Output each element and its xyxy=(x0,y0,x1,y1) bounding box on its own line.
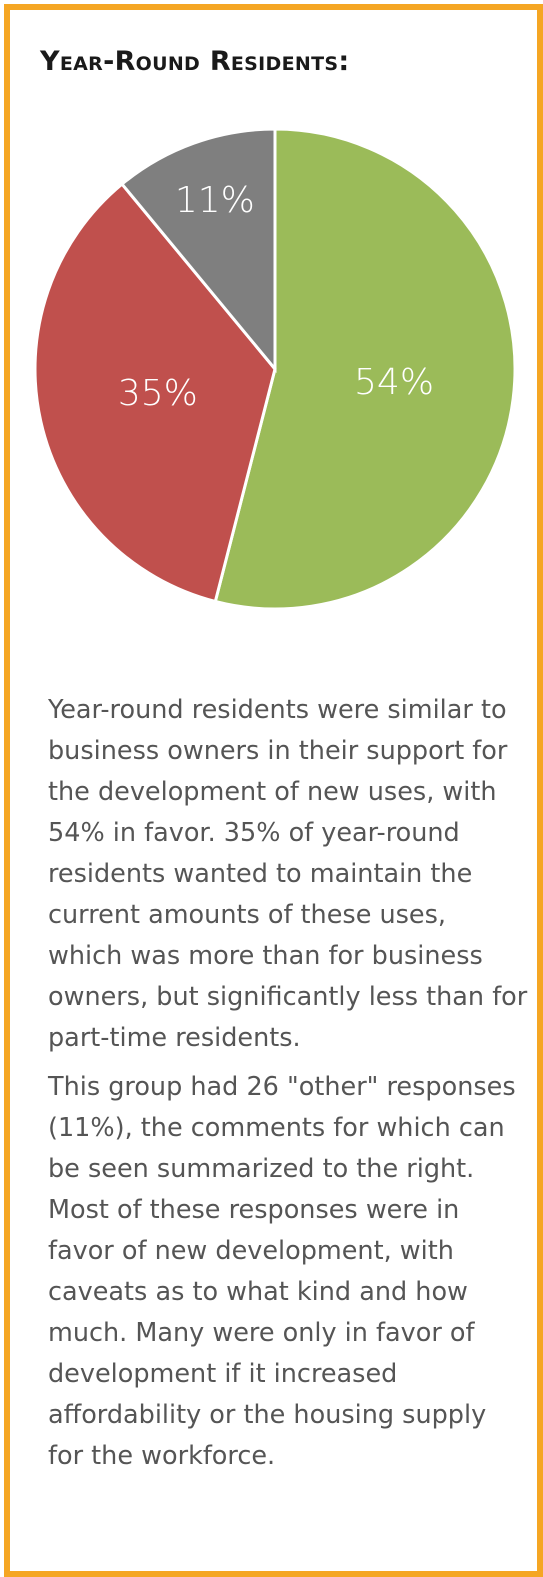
pie-slice xyxy=(33,181,277,604)
paragraph: This group had 26 "other" responses (11%… xyxy=(48,1072,516,1471)
data-label: 54% xyxy=(354,362,434,403)
paragraph: Year-round residents were similar to bus… xyxy=(48,695,528,1053)
pie-slice xyxy=(119,127,277,374)
panel: Year-Round Residents: 54% 35% 11% Year-rou… xyxy=(4,4,543,1577)
body-text: Year-round residents were similar to bus… xyxy=(48,690,528,1485)
chart: 54% 35% 11% xyxy=(33,127,517,611)
data-label: 11% xyxy=(175,180,255,221)
pie-slice xyxy=(213,127,517,611)
data-label: 35% xyxy=(118,373,198,414)
chart-title: Year-Round Residents: xyxy=(40,46,350,77)
